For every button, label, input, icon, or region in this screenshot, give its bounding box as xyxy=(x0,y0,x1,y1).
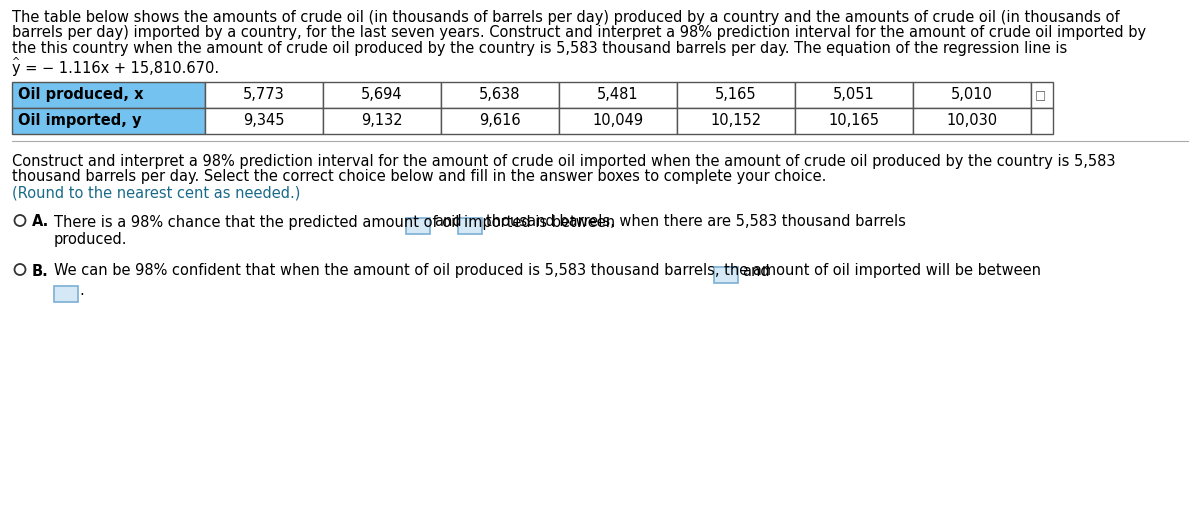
Bar xyxy=(913,108,1031,134)
Bar xyxy=(442,108,559,134)
Text: 10,152: 10,152 xyxy=(710,113,762,128)
Bar xyxy=(796,108,913,134)
Bar xyxy=(458,218,482,233)
Text: 9,345: 9,345 xyxy=(244,113,284,128)
Text: barrels per day) imported by a country, for the last seven years. Construct and : barrels per day) imported by a country, … xyxy=(12,26,1146,40)
Bar xyxy=(677,82,796,108)
Bar xyxy=(406,218,430,233)
Text: 10,165: 10,165 xyxy=(828,113,880,128)
Bar xyxy=(205,108,323,134)
Bar xyxy=(442,82,559,108)
Text: □: □ xyxy=(1034,89,1046,102)
Text: 5,165: 5,165 xyxy=(715,87,757,102)
Text: 9,616: 9,616 xyxy=(479,113,521,128)
Bar xyxy=(1031,82,1054,108)
Text: and: and xyxy=(742,264,769,279)
Text: 5,773: 5,773 xyxy=(244,87,284,102)
Text: Construct and interpret a 98% prediction interval for the amount of crude oil im: Construct and interpret a 98% prediction… xyxy=(12,154,1116,169)
Bar xyxy=(1031,108,1054,134)
Text: thousand barrels per day. Select the correct choice below and fill in the answer: thousand barrels per day. Select the cor… xyxy=(12,169,827,185)
Text: and: and xyxy=(434,214,462,230)
Text: 5,481: 5,481 xyxy=(598,87,638,102)
Text: Oil imported, y: Oil imported, y xyxy=(18,113,142,128)
Bar xyxy=(677,108,796,134)
Text: y = − 1.116x + 15,810.670.: y = − 1.116x + 15,810.670. xyxy=(12,62,220,76)
Text: produced.: produced. xyxy=(54,232,127,247)
Bar xyxy=(559,82,677,108)
Text: ^: ^ xyxy=(12,56,20,66)
Text: The table below shows the amounts of crude oil (in thousands of barrels per day): The table below shows the amounts of cru… xyxy=(12,10,1120,25)
Bar xyxy=(796,82,913,108)
Text: There is a 98% chance that the predicted amount of oil imported is between: There is a 98% chance that the predicted… xyxy=(54,214,616,230)
Bar xyxy=(323,82,442,108)
Bar xyxy=(913,82,1031,108)
Text: 5,010: 5,010 xyxy=(952,87,992,102)
Text: 10,030: 10,030 xyxy=(947,113,997,128)
Text: 5,638: 5,638 xyxy=(479,87,521,102)
Text: We can be 98% confident that when the amount of oil produced is 5,583 thousand b: We can be 98% confident that when the am… xyxy=(54,264,1042,279)
Bar xyxy=(54,286,78,302)
Text: 10,049: 10,049 xyxy=(593,113,643,128)
Text: .: . xyxy=(79,283,84,298)
Bar xyxy=(323,108,442,134)
Text: thousand barrels, when there are 5,583 thousand barrels: thousand barrels, when there are 5,583 t… xyxy=(486,214,906,230)
Text: 5,694: 5,694 xyxy=(361,87,403,102)
Text: A.: A. xyxy=(32,214,49,230)
Bar xyxy=(559,108,677,134)
Text: 5,051: 5,051 xyxy=(833,87,875,102)
Text: B.: B. xyxy=(32,264,49,279)
Text: Oil produced, x: Oil produced, x xyxy=(18,87,144,102)
Bar xyxy=(12,82,205,108)
Text: 9,132: 9,132 xyxy=(361,113,403,128)
Bar xyxy=(714,267,738,282)
Text: the this country when the amount of crude oil produced by the country is 5,583 t: the this country when the amount of crud… xyxy=(12,41,1067,56)
Bar xyxy=(205,82,323,108)
Text: (Round to the nearest cent as needed.): (Round to the nearest cent as needed.) xyxy=(12,185,300,200)
Bar xyxy=(12,108,205,134)
